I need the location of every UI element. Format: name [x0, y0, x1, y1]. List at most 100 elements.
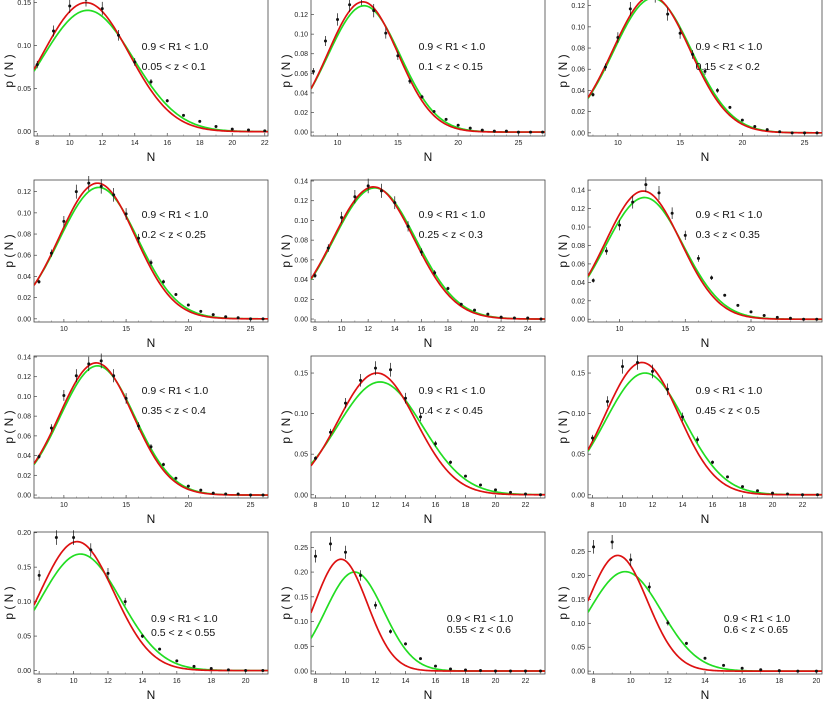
- data-point: [209, 666, 213, 670]
- data-point: [524, 669, 527, 673]
- data-point: [606, 399, 609, 403]
- plot-frame: [33, 179, 269, 323]
- data-point: [512, 316, 516, 320]
- y-tick-label: 0.25: [294, 545, 308, 552]
- annotation-r1-range: 0.9 < R1 < 1.0: [447, 613, 514, 625]
- y-tick-label: 0.10: [294, 411, 308, 418]
- data-point: [541, 130, 545, 134]
- data-point: [161, 462, 165, 466]
- data-point: [815, 131, 819, 135]
- data-point: [133, 60, 137, 64]
- y-tick-label: 0.12: [571, 206, 585, 213]
- data-point: [199, 488, 203, 492]
- x-tick-label: 22: [497, 326, 505, 333]
- annotation-r1-range: 0.9 < R1 < 1.0: [419, 209, 486, 221]
- x-tick-label: 20: [184, 502, 192, 509]
- data-point: [494, 669, 497, 673]
- x-tick-label: 8: [592, 678, 596, 685]
- x-tick-label: 12: [649, 502, 657, 509]
- annotation-r1-range: 0.9 < R1 < 1.0: [419, 41, 486, 53]
- data-point: [359, 378, 362, 382]
- data-point: [374, 366, 377, 370]
- y-tick-label: 0.04: [294, 90, 308, 97]
- data-point: [666, 12, 670, 16]
- data-point: [753, 124, 757, 128]
- data-point: [775, 315, 779, 319]
- data-point: [124, 212, 128, 216]
- data-point: [329, 542, 332, 546]
- data-point: [249, 493, 253, 497]
- x-tick-label: 25: [247, 326, 255, 333]
- y-tick-label: 0.10: [294, 32, 308, 39]
- x-axis-label: N: [424, 336, 433, 350]
- x-tick-label: 14: [701, 678, 709, 685]
- data-point: [628, 7, 632, 11]
- data-point: [456, 123, 460, 127]
- data-point: [74, 374, 78, 378]
- y-tick-label: 0.02: [294, 110, 308, 117]
- data-point: [526, 316, 530, 320]
- x-tick-label: 14: [391, 326, 399, 333]
- data-point: [389, 629, 392, 633]
- y-tick-label: 0.05: [571, 452, 585, 459]
- data-point: [468, 126, 472, 130]
- data-point: [353, 195, 357, 199]
- data-point: [479, 483, 482, 487]
- x-tick-label: 15: [394, 140, 402, 147]
- x-tick-label: 22: [261, 140, 269, 147]
- y-tick-label: 0.10: [571, 24, 585, 31]
- x-axis-label: N: [701, 150, 710, 164]
- x-tick-label: 25: [515, 140, 523, 147]
- annotation-z-range: 0.5 < z < 0.55: [151, 627, 215, 639]
- data-point: [37, 573, 41, 577]
- data-point: [678, 31, 682, 35]
- data-point: [236, 316, 240, 320]
- data-point: [374, 603, 377, 607]
- data-point: [87, 362, 91, 366]
- data-point: [406, 224, 410, 228]
- data-point: [681, 415, 684, 419]
- data-point: [174, 476, 178, 480]
- data-point: [112, 193, 116, 197]
- data-point: [492, 129, 496, 133]
- data-point: [726, 475, 729, 479]
- y-tick-label: 0.04: [571, 280, 585, 287]
- data-point: [728, 105, 732, 109]
- data-point: [449, 667, 452, 671]
- y-axis-label: p ( N ): [279, 234, 293, 267]
- data-point: [261, 669, 265, 673]
- y-tick-label: 0.04: [571, 88, 585, 95]
- annotation-r1-range: 0.9 < R1 < 1.0: [142, 41, 209, 53]
- y-tick-label: 0.00: [294, 317, 308, 324]
- data-point: [715, 88, 719, 92]
- y-tick-label: 0.12: [571, 3, 585, 10]
- y-axis-label: p ( N ): [556, 586, 570, 619]
- x-tick-label: 15: [122, 326, 130, 333]
- data-point: [100, 7, 104, 11]
- red-model-curve: [34, 362, 268, 496]
- x-tick-label: 10: [60, 326, 68, 333]
- data-point: [657, 191, 661, 195]
- red-model-curve: [588, 190, 822, 321]
- x-tick-label: 20: [228, 140, 236, 147]
- data-point: [504, 129, 508, 133]
- x-tick-label: 10: [338, 326, 346, 333]
- y-tick-label: 0.00: [17, 316, 31, 323]
- data-point: [313, 274, 317, 278]
- y-tick-label: 0.02: [294, 297, 308, 304]
- data-point: [494, 488, 497, 492]
- data-point: [84, 0, 88, 1]
- x-tick-label: 10: [66, 140, 74, 147]
- y-tick-label: 0.14: [571, 188, 585, 195]
- data-point: [117, 33, 120, 37]
- y-tick-label: 0.12: [294, 12, 308, 19]
- x-tick-label: 18: [462, 678, 470, 685]
- y-tick-label: 0.05: [17, 86, 31, 93]
- data-point: [670, 211, 674, 215]
- data-point: [393, 201, 397, 205]
- x-tick-label: 8: [37, 678, 41, 685]
- x-tick-label: 15: [681, 326, 689, 333]
- x-tick-label: 20: [471, 326, 479, 333]
- x-tick-label: 12: [364, 326, 372, 333]
- data-point: [703, 656, 707, 660]
